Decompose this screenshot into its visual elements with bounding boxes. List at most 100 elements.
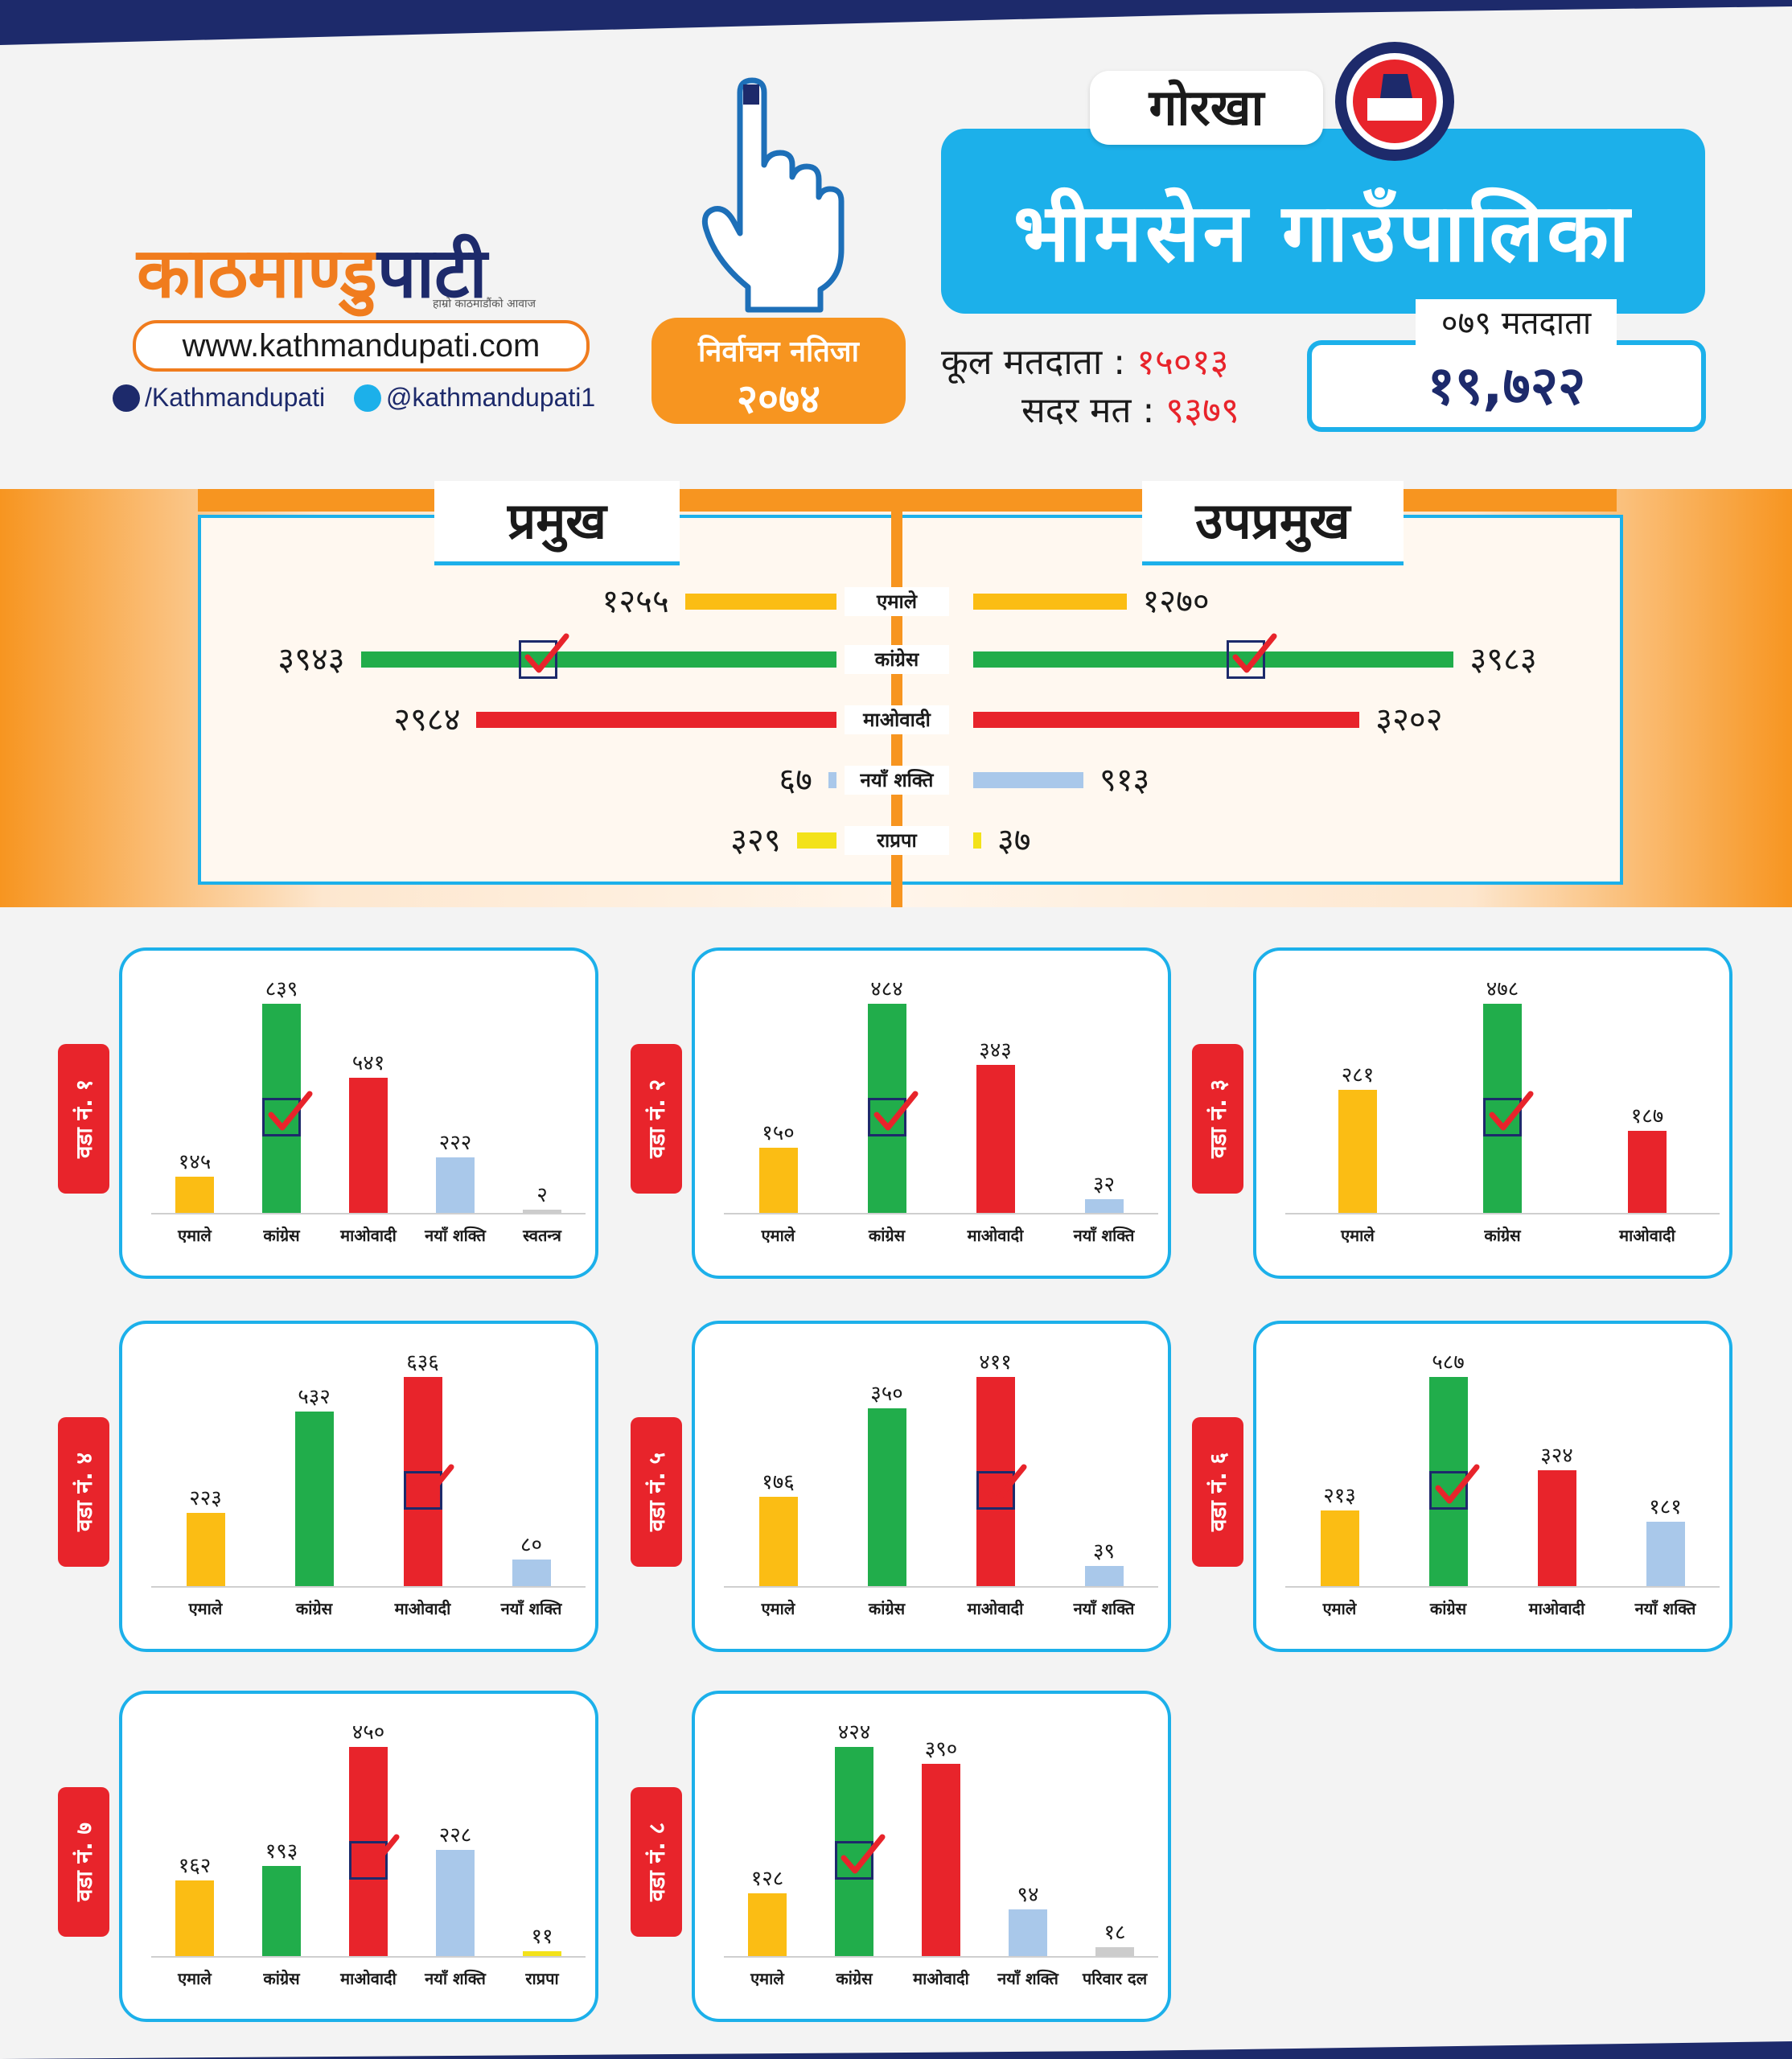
ward-bar-value: ५३२ [298,1384,331,1409]
ward-bar-value: ८० [520,1533,543,1558]
deputy-value-label: १२७० [1142,583,1210,620]
ward-bar [758,1496,798,1586]
ward-bar [1338,1090,1377,1213]
ward-chart-card [692,947,1171,1279]
deputy-bar [973,594,1127,610]
mayor-winner-check-icon [519,633,569,679]
ward-category-label: कांग्रेस [295,1599,333,1618]
deputy-bar [973,712,1360,728]
mayor-value-label: ३२९ [730,822,781,859]
ward-axis-baseline [151,1586,586,1588]
ward-bar [349,1078,388,1213]
ward-category-label: एमाले [1322,1599,1357,1618]
ward-number-label: वडा नं. २ [643,1079,670,1159]
ward-category-label: नयाँ शक्ति [425,1226,486,1245]
ward-category-label: एमाले [1341,1226,1375,1245]
badge-title: निर्वाचन नतिजा [698,335,859,368]
facebook-text: /Kathmandupati [145,383,326,412]
ward-bar-value: १४५ [178,1150,212,1175]
ward-number-tag: वडा नं. ४ [58,1417,109,1567]
ward-category-label: माओवादी [394,1599,451,1618]
ward-number-label: वडा नं. ८ [643,1822,670,1902]
twitter-text: @kathmandupati1 [386,383,596,412]
ward-category-label: नयाँ शक्ति [1073,1599,1135,1618]
registered-voters-box: १९,७२२ [1307,340,1706,432]
ward-bar-value: २१३ [1323,1483,1356,1508]
ward-bar-value: २२८ [438,1823,472,1848]
mayor-section-panel [198,515,1623,885]
ward-bar [262,1866,301,1956]
ward-bar [1084,1198,1124,1213]
ward-winner-check-icon [262,1091,313,1136]
ward-bar-value: ५८७ [1432,1350,1465,1375]
ward-category-label: एमाले [178,1226,212,1245]
ward-chart-card [1253,1321,1732,1652]
ward-winner-check-icon [349,1834,400,1880]
ward-winner-check-icon [976,1464,1026,1510]
ward-category-label: माओवादी [340,1226,397,1245]
ward-category-label: कांग्रेस [1429,1599,1467,1618]
ward-number-label: वडा नं. १ [71,1079,97,1159]
ward-bar [867,1408,906,1586]
district-label: गोरखा [1090,71,1323,145]
deputy-value-label: ३९८३ [1469,641,1537,678]
ward-bar-value: ४५० [351,1720,385,1745]
ward-bar [523,1950,561,1956]
ward-bar-value: १९३ [265,1839,298,1864]
ward-bar [758,1148,798,1213]
ward-chart-card [692,1321,1171,1652]
ward-bar [436,1850,475,1956]
inked-finger-icon [701,77,845,313]
ward-category-label: नयाँ शक्ति [1073,1226,1135,1245]
ballot-logo-icon [1335,42,1454,161]
facebook-handle[interactable]: /Kathmandupati [113,383,325,413]
ward-category-label: कांग्रेस [868,1226,906,1245]
ward-category-label: कांग्रेस [263,1226,300,1245]
party-label: नयाँ शक्ति [845,766,949,795]
ward-axis-baseline [151,1956,586,1958]
ward-bar-value: १७६ [762,1469,795,1494]
ward-bar-value: ३४३ [979,1038,1012,1062]
ward-axis-baseline [151,1213,586,1214]
ward-bar [1646,1521,1685,1586]
ward-bar-value: २२३ [189,1486,222,1510]
ward-bar-value: ४११ [979,1350,1012,1375]
ward-bar-value: ३२ [1092,1172,1116,1197]
ward-category-label: एमाले [761,1226,795,1245]
ward-bar-value: ११ [531,1924,553,1949]
ward-winner-check-icon [867,1091,918,1136]
ward-category-label: कांग्रेस [1484,1226,1521,1245]
ward-bar [1320,1510,1359,1586]
twitter-handle[interactable]: @kathmandupati1 [354,383,595,413]
total-voters-label: कूल मतदाता : [941,342,1126,383]
deputy-mayor-tab: उपप्रमुख [1142,481,1404,565]
party-label: कांग्रेस [845,645,949,674]
mayor-bar [360,651,836,668]
ward-bar-value: १८१ [1649,1494,1682,1519]
ward-bar-value: ३९ [1092,1539,1116,1564]
ward-category-label: कांग्रेस [263,1969,300,1988]
deputy-winner-check-icon [1227,633,1277,679]
mayor-tab: प्रमुख [434,481,680,565]
ward-bar-value: ४७८ [1486,977,1519,1001]
ward-category-label: माओवादी [1528,1599,1585,1618]
mayor-section-top-strip [198,489,1617,512]
valid-votes-label: सदर मत : [1021,390,1155,431]
ward-category-label: स्वतन्त्र [523,1226,561,1245]
ward-category-label: नयाँ शक्ति [500,1599,562,1618]
ward-bar-value: २८१ [1341,1063,1375,1088]
ward-bar-value: २ [536,1183,548,1207]
ward-bar-value: ६३६ [406,1350,439,1375]
ward-category-label: नयाँ शक्ति [997,1969,1058,1988]
ward-number-tag: वडा नं. ५ [631,1417,682,1567]
ward-category-label: नयाँ शक्ति [425,1969,486,1988]
ward-number-tag: वडा नं. २ [631,1044,682,1194]
ward-category-label: राप्रपा [525,1969,559,1988]
ward-category-label: परिवार दल [1082,1969,1148,1988]
mayor-value-label: ३९४३ [277,641,345,678]
website-url[interactable]: www.kathmandupati.com [133,320,590,372]
ward-bar-value: ४२४ [837,1720,871,1745]
ward-number-tag: वडा नं. ६ [1192,1417,1243,1567]
registered-voters-label: ०७९ मतदाता [1416,299,1617,347]
mayor-bar [476,712,836,728]
